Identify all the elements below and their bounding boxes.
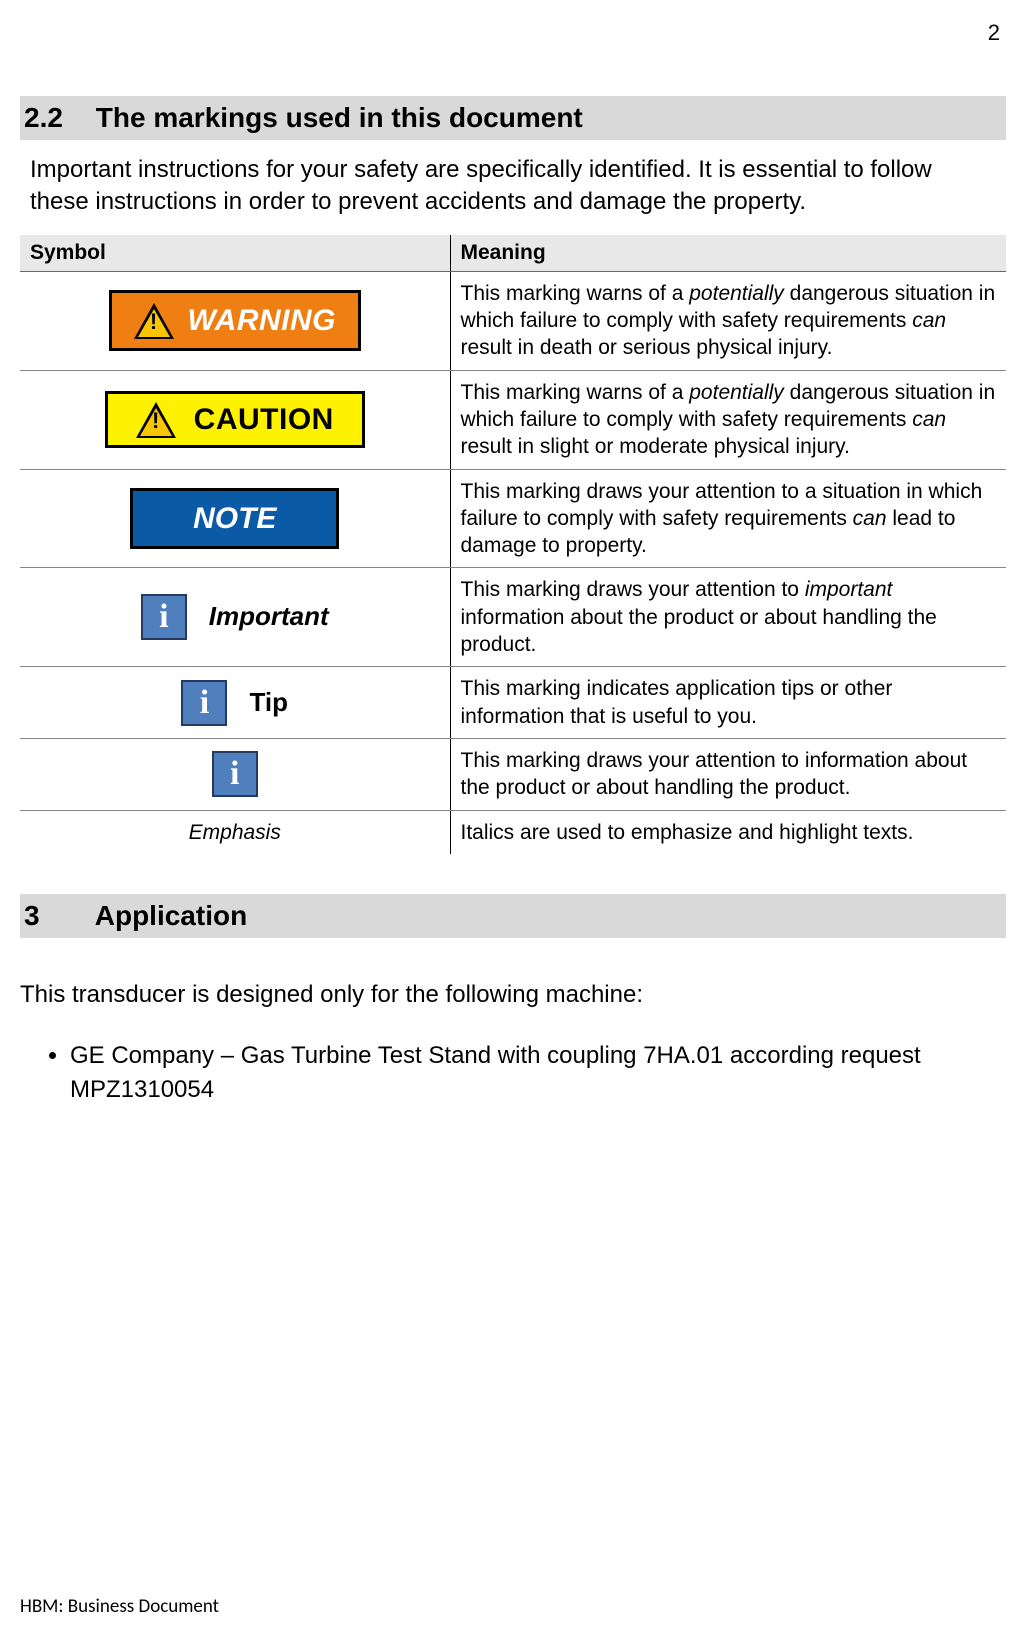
important-meaning: This marking draws your attention to imp… <box>450 568 1006 667</box>
tip-meaning: This marking indicates application tips … <box>450 667 1006 739</box>
note-symbol: NOTE <box>130 488 339 549</box>
note-label: NOTE <box>193 499 276 538</box>
info-icon: i <box>141 594 187 640</box>
important-label: Important <box>209 600 329 634</box>
tip-label: Tip <box>249 686 288 720</box>
section-3-title: Application <box>95 900 247 931</box>
tip-symbol: i Tip <box>181 680 288 726</box>
section-3-number: 3 <box>24 900 88 932</box>
caution-symbol: ! CAUTION <box>105 391 365 448</box>
row-caution: ! CAUTION This marking warns of a potent… <box>20 370 1006 469</box>
section-2-2-intro: Important instructions for your safety a… <box>20 154 1006 235</box>
important-symbol: i Important <box>141 594 329 640</box>
section-2-2-heading: 2.2 The markings used in this document <box>20 96 1006 140</box>
warning-symbol: ! WARNING <box>109 290 362 351</box>
warning-meaning: This marking warns of a potentially dang… <box>450 271 1006 370</box>
section-3-heading: 3 Application <box>20 894 1006 938</box>
info-icon: i <box>181 680 227 726</box>
caution-label: CAUTION <box>194 400 334 439</box>
info-meaning: This marking draws your attention to inf… <box>450 738 1006 810</box>
warning-label: WARNING <box>188 301 337 340</box>
caution-meaning: This marking warns of a potentially dang… <box>450 370 1006 469</box>
row-note: NOTE This marking draws your attention t… <box>20 469 1006 568</box>
row-important: i Important This marking draws your atte… <box>20 568 1006 667</box>
page-number: 2 <box>20 20 1006 46</box>
markings-table: Symbol Meaning ! WARNING This marking wa… <box>20 235 1006 854</box>
row-emphasis: Emphasis Italics are used to emphasize a… <box>20 810 1006 854</box>
row-info: i This marking draws your attention to i… <box>20 738 1006 810</box>
warning-triangle-icon: ! <box>134 303 174 339</box>
footer: HBM: Business Document <box>20 1595 219 1618</box>
col-symbol-header: Symbol <box>20 235 450 272</box>
col-meaning-header: Meaning <box>450 235 1006 272</box>
note-meaning: This marking draws your attention to a s… <box>450 469 1006 568</box>
section-2-2-number: 2.2 <box>24 102 88 134</box>
row-tip: i Tip This marking indicates application… <box>20 667 1006 739</box>
row-warning: ! WARNING This marking warns of a potent… <box>20 271 1006 370</box>
info-icon: i <box>212 751 258 797</box>
emphasis-meaning: Italics are used to emphasize and highli… <box>450 810 1006 854</box>
section-3-bullet: GE Company – Gas Turbine Test Stand with… <box>70 1039 1006 1106</box>
emphasis-label: Emphasis <box>189 821 281 844</box>
caution-triangle-icon: ! <box>136 402 176 438</box>
info-symbol: i <box>212 751 258 797</box>
section-2-2-title: The markings used in this document <box>96 102 583 133</box>
section-3-body: This transducer is designed only for the… <box>20 978 1006 1012</box>
